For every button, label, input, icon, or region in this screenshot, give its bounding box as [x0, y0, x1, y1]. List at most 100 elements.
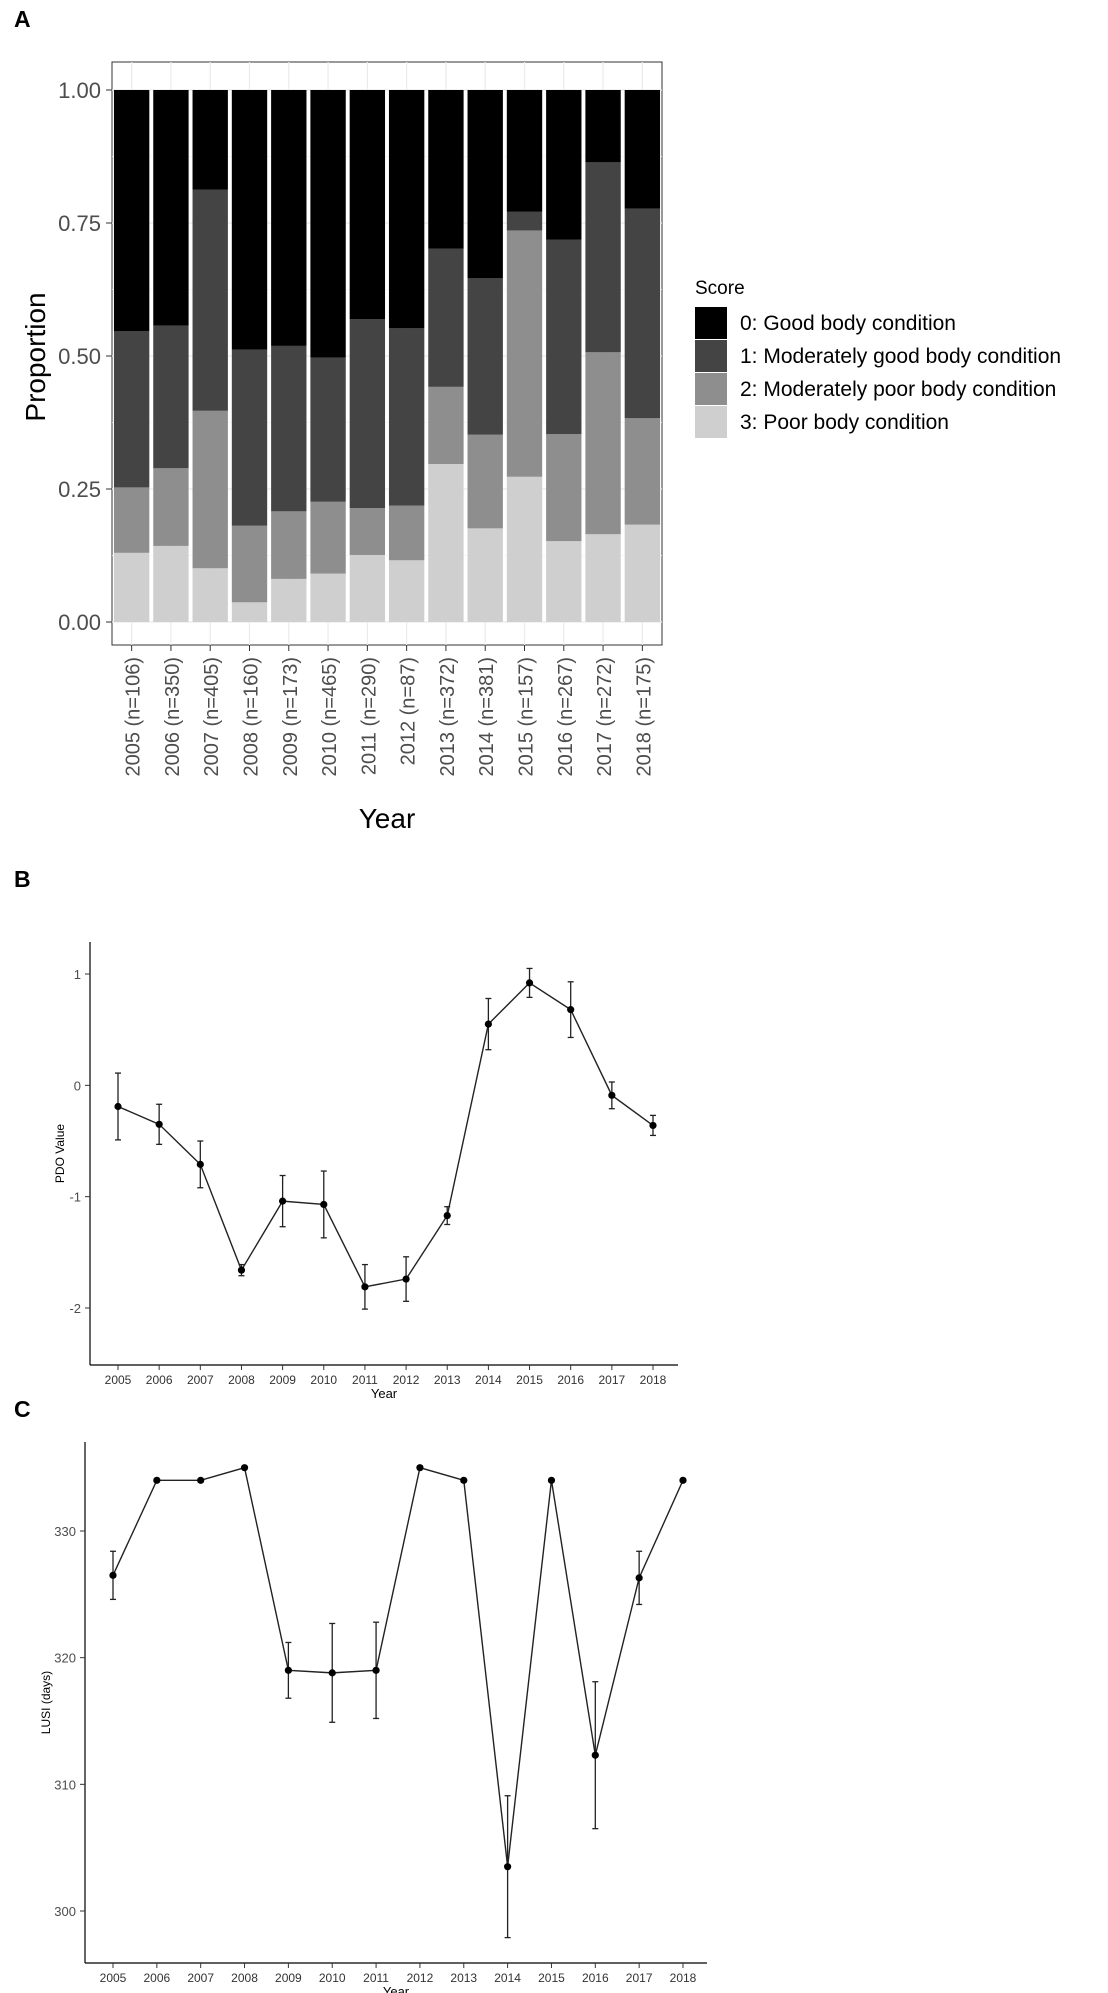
- x-tick-label: 2008: [228, 1373, 255, 1387]
- bar-segment: [271, 90, 307, 346]
- data-point: [504, 1863, 512, 1871]
- x-tick-label: 2015: [538, 1971, 565, 1985]
- data-point: [416, 1464, 424, 1472]
- legend-swatch: [695, 406, 727, 438]
- bar-segment: [428, 386, 464, 464]
- y-tick-label: 310: [54, 1777, 76, 1792]
- bar-segment: [506, 476, 543, 622]
- data-point: [547, 1476, 556, 1484]
- x-tick-label: 2016: [557, 1373, 584, 1387]
- data-point: [649, 1121, 657, 1130]
- bar-segment: [192, 410, 228, 569]
- x-tick-label: 2013 (n=372): [437, 657, 459, 777]
- y-tick-label: 1: [74, 967, 81, 982]
- bar-segment: [624, 418, 661, 525]
- bar-segment: [153, 90, 189, 326]
- data-point: [196, 1160, 204, 1168]
- x-tick-label: 2017: [626, 1971, 653, 1985]
- bar-segment: [624, 524, 661, 622]
- y-axis-title: PDO Value: [53, 1124, 67, 1183]
- series-line: [112, 1466, 684, 1867]
- bar-segment: [153, 325, 189, 469]
- bar-segment: [585, 352, 621, 535]
- y-tick-label: 0.00: [58, 610, 101, 635]
- x-tick-label: 2009 (n=173): [280, 657, 302, 777]
- y-tick-label: -1: [69, 1190, 81, 1205]
- data-point: [153, 1476, 161, 1484]
- bar-segment: [546, 239, 582, 435]
- bar-segment: [349, 90, 386, 320]
- x-tick-label: 2016: [582, 1971, 609, 1985]
- bar-segment: [388, 560, 425, 622]
- x-tick-label: 2005: [105, 1373, 132, 1387]
- bar-segment: [113, 552, 150, 622]
- x-tick-label: 2017 (n=272): [594, 657, 616, 777]
- data-point: [591, 1751, 599, 1759]
- x-tick-label: 2006: [146, 1373, 173, 1387]
- bar-segment: [310, 357, 346, 502]
- bar-segment: [271, 345, 307, 512]
- bar-segment: [192, 90, 228, 190]
- bar-segment: [585, 90, 621, 163]
- x-tick-label: 2007: [187, 1971, 214, 1985]
- data-point: [608, 1091, 616, 1099]
- x-tick-label: 2010: [310, 1373, 337, 1387]
- x-tick-label: 2012: [407, 1971, 434, 1985]
- y-axis-title: LUSI (days): [39, 1671, 53, 1734]
- bar-segment: [113, 487, 150, 553]
- bar-segment: [428, 248, 464, 387]
- panel-label-a: A: [14, 6, 31, 32]
- legend-label: 0: Good body condition: [740, 312, 956, 335]
- bar-segment: [546, 541, 582, 622]
- x-tick-label: 2008 (n=160): [241, 657, 263, 777]
- x-tick-label: 2010 (n=465): [319, 657, 341, 777]
- data-point: [155, 1120, 163, 1128]
- bar-segment: [349, 554, 386, 622]
- data-point: [635, 1574, 643, 1582]
- bar-segment: [231, 349, 268, 526]
- bar-segment: [349, 508, 386, 555]
- x-tick-label: 2018: [640, 1373, 667, 1387]
- pdo-line-chart: -2 -1 0 1 2005 2006 2007 2008 2009 2010 2011 2012 20…: [53, 942, 678, 1401]
- data-point: [679, 1476, 687, 1484]
- bar-segment: [467, 278, 503, 435]
- bar-segment: [388, 90, 425, 329]
- data-point: [525, 979, 534, 987]
- legend-swatch: [695, 373, 727, 405]
- y-axis-title: Proportion: [20, 292, 51, 421]
- x-tick-label: 2013: [434, 1373, 461, 1387]
- x-tick-label: 2012: [393, 1373, 420, 1387]
- x-tick-label: 2005 (n=106): [123, 657, 145, 777]
- data-point: [320, 1200, 328, 1209]
- bar-segment: [310, 90, 346, 358]
- bar-segment: [506, 230, 543, 477]
- data-point: [240, 1464, 249, 1472]
- data-point: [443, 1211, 451, 1220]
- x-tick-label: 2009: [275, 1971, 302, 1985]
- x-tick-label: 2010: [319, 1971, 346, 1985]
- bar-segment: [113, 90, 150, 331]
- bar-segment: [192, 568, 228, 622]
- x-tick-label: 2018: [670, 1971, 697, 1985]
- data-point: [328, 1669, 336, 1677]
- bar-segment: [585, 534, 621, 622]
- data-point: [484, 1020, 492, 1028]
- x-axis-title: Year: [383, 1984, 410, 1993]
- x-tick-label: 2011 (n=290): [358, 657, 380, 775]
- y-tick-label: 330: [54, 1524, 76, 1539]
- panel-a: A 0.00 0.25 0.50 0.75 1.00 2005 (n=106) 2006 (…: [0, 0, 1108, 860]
- bar-segment: [310, 501, 346, 574]
- x-axis-title: Year: [371, 1386, 398, 1401]
- bar-segment: [624, 208, 661, 419]
- data-point: [114, 1102, 122, 1111]
- x-tick-label: 2018 (n=175): [633, 657, 655, 777]
- bar-segment: [467, 528, 503, 622]
- x-tick-label: 2007 (n=405): [201, 657, 223, 777]
- series-line: [117, 982, 654, 1288]
- x-tick-label: 2009: [269, 1373, 296, 1387]
- bar-segment: [231, 602, 268, 622]
- bar-segment: [113, 330, 150, 488]
- bar-segment: [153, 545, 189, 622]
- bar-segment: [310, 573, 346, 622]
- x-tick-label: 2016 (n=267): [555, 657, 577, 777]
